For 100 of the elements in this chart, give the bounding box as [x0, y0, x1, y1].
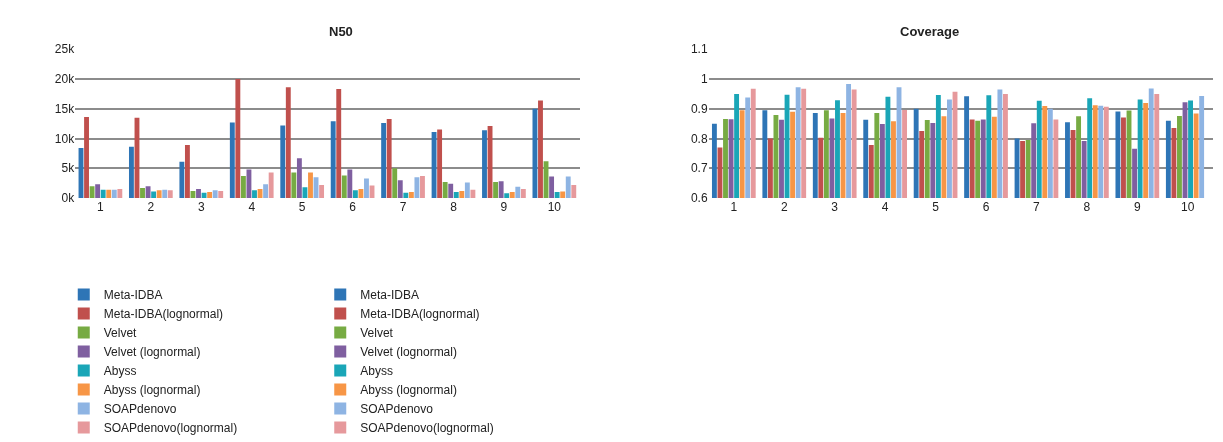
bar: [386, 118, 392, 199]
bar: [381, 123, 387, 199]
x-tick-label: 6: [349, 200, 357, 215]
x-tick-label: 2: [780, 200, 788, 215]
bar: [515, 186, 521, 199]
bar: [296, 158, 302, 199]
x-tick-label: 7: [1033, 200, 1041, 215]
bar: [431, 131, 437, 199]
bar: [291, 172, 297, 199]
bar: [128, 146, 134, 199]
bar: [240, 176, 246, 199]
bar: [89, 186, 95, 199]
bar: [330, 121, 336, 199]
bar: [538, 100, 543, 199]
bar: [509, 192, 515, 199]
bar: [470, 189, 476, 199]
x-tick-label: 8: [450, 200, 458, 215]
bar: [554, 192, 560, 199]
y-tick-label: 20k: [54, 72, 76, 87]
bar: [196, 189, 201, 199]
bar: [263, 184, 269, 199]
x-tick-label: 7: [399, 200, 407, 215]
bar: [464, 182, 470, 199]
bar: [352, 190, 358, 199]
y-tick-label: 10k: [54, 131, 76, 146]
bar: [437, 129, 443, 199]
bar: [341, 175, 347, 199]
bar: [201, 192, 207, 199]
legend-label: Meta-IDBA(lognormal): [103, 307, 224, 322]
x-tick-label: 9: [500, 200, 508, 215]
x-tick-label: 10: [1181, 200, 1195, 215]
bar: [280, 125, 286, 199]
y-tick-label: 0.8: [690, 131, 708, 146]
bar: [207, 192, 213, 199]
bar: [459, 190, 465, 199]
x-tick-label: 3: [197, 200, 205, 215]
bar: [179, 161, 185, 199]
y-tick-label: 15k: [54, 101, 76, 116]
bar: [560, 191, 566, 199]
y-tick-label: 0k: [61, 191, 76, 206]
y-tick-label: 0.7: [690, 161, 708, 176]
bar: [111, 189, 117, 199]
bar: [184, 145, 190, 199]
x-tick-label: 3: [831, 200, 839, 215]
x-tick-label: 4: [881, 200, 889, 215]
bar: [498, 181, 504, 199]
legend-label: Velvet: [360, 326, 394, 341]
bar: [520, 189, 526, 199]
legend-label: Velvet (lognormal): [103, 345, 201, 360]
y-tick-label: 1.1: [690, 42, 708, 57]
x-tick-label: 5: [932, 200, 940, 215]
bar: [571, 184, 577, 199]
y-tick-label: 25k: [54, 42, 76, 57]
chart-title: Coverage: [900, 24, 960, 39]
legend-label: Velvet: [103, 326, 138, 341]
bar: [252, 190, 257, 199]
legend-label: Velvet (lognormal): [360, 345, 457, 360]
bar: [549, 176, 555, 199]
bar: [420, 176, 425, 199]
bar: [347, 169, 353, 199]
bar: [442, 181, 448, 199]
legend-label: Abyss: [103, 364, 137, 379]
bar: [235, 79, 241, 199]
bar: [448, 183, 454, 199]
x-tick-label: 4: [248, 200, 256, 215]
legend-label: Meta-IDBA: [360, 288, 419, 303]
legend-label: Abyss: [360, 364, 393, 379]
bar: [106, 189, 112, 199]
y-tick-label: 0.9: [690, 101, 708, 116]
legend-label: Meta-IDBA(lognormal): [360, 307, 480, 322]
bar: [493, 181, 499, 199]
x-tick-label: 1: [97, 200, 105, 215]
bar: [151, 191, 157, 199]
bar: [408, 192, 414, 199]
bar: [218, 190, 224, 199]
x-tick-label: 1: [730, 200, 738, 215]
bar: [358, 189, 364, 199]
bar: [336, 89, 342, 199]
bar: [308, 172, 313, 199]
legend-label: Abyss (lognormal): [360, 383, 457, 398]
bar: [117, 189, 123, 199]
bar: [482, 130, 487, 199]
bar: [145, 186, 151, 199]
bar: [212, 190, 218, 199]
y-tick-label: 1: [700, 72, 708, 87]
legend-label: Meta-IDBA: [103, 288, 163, 303]
bar: [95, 184, 101, 199]
legend-label: SOAPdenovo(lognormal): [360, 421, 494, 436]
bar: [167, 190, 173, 199]
y-tick-label: 5k: [61, 161, 76, 176]
bar: [364, 178, 369, 199]
x-tick-label: 6: [982, 200, 990, 215]
bar: [229, 122, 235, 199]
x-tick-label: 5: [298, 200, 306, 215]
bar: [403, 192, 409, 199]
bar: [156, 190, 162, 199]
x-tick-label: 8: [1083, 200, 1091, 215]
bar: [453, 192, 459, 199]
x-tick-label: 9: [1134, 200, 1141, 215]
bar: [162, 189, 168, 199]
